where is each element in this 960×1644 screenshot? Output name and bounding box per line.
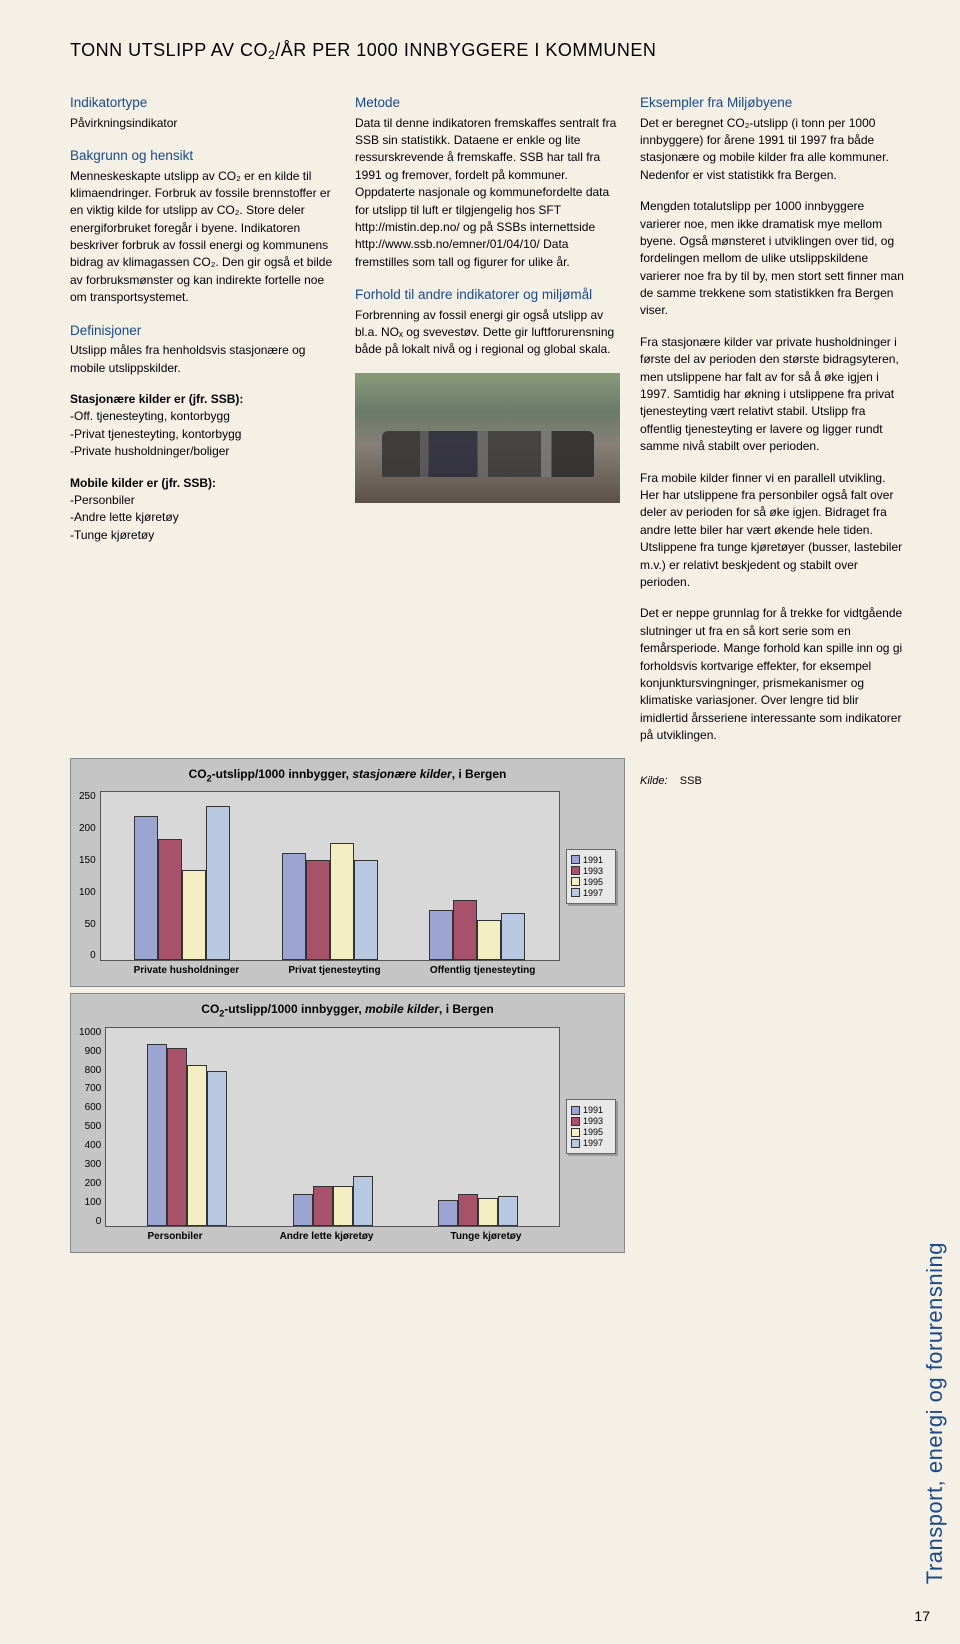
col2-h2: Forhold til andre indikatorer og miljømå…: [355, 285, 620, 305]
traffic-photo: [355, 373, 620, 503]
chart1-xlabels: Private husholdninger Privat tjenesteytin…: [79, 965, 616, 976]
chart-1: CO2-utslipp/1000 innbygger, stasjonære k…: [70, 758, 625, 987]
col2-p2: Forbrenning av fossil energi gir også ut…: [355, 307, 620, 359]
legend-row: 1997: [571, 888, 611, 898]
kilde-value: SSB: [680, 775, 702, 787]
bar: [353, 1176, 373, 1226]
col1-h1: Indikatortype: [70, 93, 335, 113]
col1-p5-lead: Mobile kilder er (jfr. SSB):: [70, 476, 216, 490]
col2-p1: Data til denne indikatoren fremskaffes s…: [355, 115, 620, 272]
col1-h2: Bakgrunn og hensikt: [70, 146, 335, 166]
bar: [207, 1071, 227, 1225]
kilde-label: Kilde:: [640, 775, 668, 787]
bar: [147, 1044, 167, 1226]
bar: [187, 1065, 207, 1225]
col1-p3: Utslipp måles fra henholdsvis stasjonære…: [70, 342, 335, 377]
col3-p5: Det er neppe grunnlag for å trekke for v…: [640, 605, 905, 744]
legend-row: 1995: [571, 1127, 611, 1137]
x-label: Offentlig tjenesteyting: [430, 965, 536, 976]
chart2-plot: [105, 1027, 560, 1227]
col3-p1: Det er beregnet CO₂-utslipp (i tonn per …: [640, 115, 905, 185]
chart1-plot: [100, 791, 560, 961]
charts-block: CO2-utslipp/1000 innbygger, stasjonære k…: [70, 758, 625, 1253]
bar: [438, 1200, 458, 1226]
col1-p4-lead: Stasjonære kilder er (jfr. SSB):: [70, 392, 243, 406]
x-label: Privat tjenesteyting: [288, 965, 380, 976]
chart2-title: CO2-utslipp/1000 innbygger, mobile kilde…: [79, 1002, 616, 1018]
bar: [453, 900, 477, 960]
col3-h1: Eksempler fra Miljøbyene: [640, 93, 905, 113]
chart-2: CO2-utslipp/1000 innbygger, mobile kilde…: [70, 993, 625, 1252]
page-number: 17: [914, 1608, 930, 1624]
x-label: Private husholdninger: [134, 965, 240, 976]
bar: [182, 870, 206, 961]
column-1: Indikatortype Påvirkningsindikator Bakgr…: [70, 89, 335, 790]
bar: [333, 1186, 353, 1226]
bar: [293, 1194, 313, 1226]
chart1-title: CO2-utslipp/1000 innbygger, stasjonære k…: [79, 767, 616, 783]
col1-p4-body: -Off. tjenesteyting, kontorbygg -Privat …: [70, 409, 241, 458]
chart1-yaxis: 250200150100500: [79, 791, 100, 961]
chart2-xlabels: Personbiler Andre lette kjøretøy Tunge kjø…: [79, 1231, 616, 1242]
legend-row: 1993: [571, 1116, 611, 1126]
chart1-legend: 1991199319951997: [566, 849, 616, 904]
legend-row: 1991: [571, 1105, 611, 1115]
col2-h1: Metode: [355, 93, 620, 113]
bar: [313, 1186, 333, 1226]
bar: [429, 910, 453, 960]
bar: [158, 839, 182, 960]
col1-p1: Påvirkningsindikator: [70, 115, 335, 132]
bar: [498, 1196, 518, 1226]
bar: [478, 1198, 498, 1226]
legend-row: 1993: [571, 866, 611, 876]
col1-p5-body: -Personbiler -Andre lette kjøretøy -Tung…: [70, 493, 179, 542]
bar: [134, 816, 158, 960]
bar: [206, 806, 230, 961]
col3-p2: Mengden totalutslipp per 1000 innbyggere…: [640, 198, 905, 320]
bar: [501, 913, 525, 960]
column-3: Eksempler fra Miljøbyene Det er beregnet…: [640, 89, 905, 790]
col1-p4: Stasjonære kilder er (jfr. SSB): -Off. t…: [70, 391, 335, 461]
x-label: Andre lette kjøretøy: [280, 1231, 374, 1242]
source-line: Kilde: SSB: [640, 774, 905, 790]
bar: [282, 853, 306, 961]
bar: [330, 843, 354, 961]
bar: [354, 860, 378, 961]
chart2-yaxis: 10009008007006005004003002001000: [79, 1027, 105, 1227]
col1-p2: Menneskeskapte utslipp av CO₂ er en kild…: [70, 168, 335, 307]
title-sub: 2: [268, 48, 275, 62]
x-label: Tunge kjøretøy: [451, 1231, 522, 1242]
col1-p5: Mobile kilder er (jfr. SSB): -Personbile…: [70, 475, 335, 545]
page-title: TONN UTSLIPP AV CO2/ÅR PER 1000 INNBYGGE…: [70, 40, 920, 61]
column-2: Metode Data til denne indikatoren fremsk…: [355, 89, 620, 790]
legend-row: 1997: [571, 1138, 611, 1148]
bar: [458, 1194, 478, 1226]
bar: [306, 860, 330, 961]
col3-p3: Fra stasjonære kilder var private hushol…: [640, 334, 905, 456]
col3-p4: Fra mobile kilder finner vi en parallell…: [640, 470, 905, 592]
x-label: Personbiler: [148, 1231, 203, 1242]
bar: [477, 920, 501, 960]
bar: [167, 1048, 187, 1226]
title-post: /ÅR PER 1000 INNBYGGERE I KOMMUNEN: [275, 40, 656, 60]
legend-row: 1991: [571, 855, 611, 865]
title-pre: TONN UTSLIPP AV CO: [70, 40, 268, 60]
col1-h3: Definisjoner: [70, 321, 335, 341]
legend-row: 1995: [571, 877, 611, 887]
chart2-legend: 1991199319951997: [566, 1099, 616, 1154]
side-tab: Transport, energi og forurensning: [922, 1242, 948, 1584]
